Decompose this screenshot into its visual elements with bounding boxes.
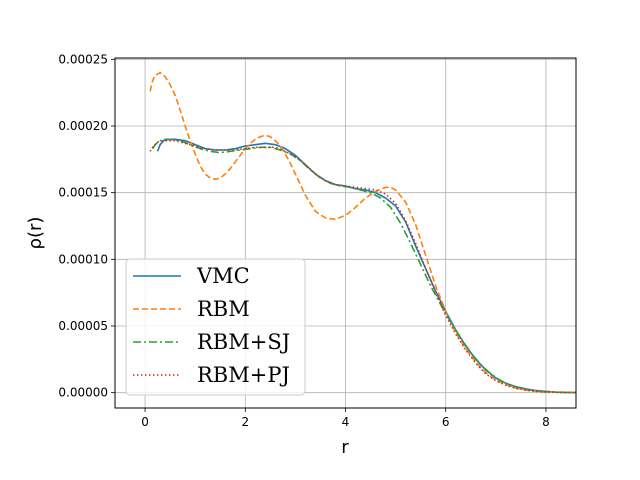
- x-tick-label: 4: [342, 415, 350, 429]
- y-tick-label: 0.00015: [58, 186, 108, 200]
- y-tick-label: 0.00010: [58, 252, 108, 266]
- y-tick-label: 0.00005: [58, 319, 108, 333]
- series-line-rbm-sj: [151, 138, 576, 394]
- x-tick-label: 2: [241, 415, 249, 429]
- legend-label: RBM: [197, 297, 250, 321]
- series-line-rbm: [149, 71, 576, 394]
- y-tick-label: 0.00000: [58, 386, 108, 400]
- axis-ticks: 0 2 4 6 8 0.00000 0.00005 0.00010 0.00015 0.00020…: [58, 52, 549, 429]
- legend-box: [125, 258, 306, 396]
- legend-label: VMC: [196, 264, 250, 288]
- series-lines: [149, 71, 576, 394]
- y-tick-label: 0.00025: [58, 52, 108, 66]
- y-axis-label: ρ(r): [25, 217, 46, 250]
- legend-label: RBM+SJ: [197, 330, 290, 354]
- legend-label: RBM+PJ: [197, 363, 290, 387]
- x-tick-label: 8: [542, 415, 550, 429]
- legend: VMC RBM RBM+SJ RBM+PJ: [125, 258, 306, 396]
- x-tick-label: 6: [442, 415, 450, 429]
- y-tick-label: 0.00020: [58, 119, 108, 133]
- x-axis-label: r: [341, 437, 349, 458]
- x-tick-label: 0: [141, 415, 149, 429]
